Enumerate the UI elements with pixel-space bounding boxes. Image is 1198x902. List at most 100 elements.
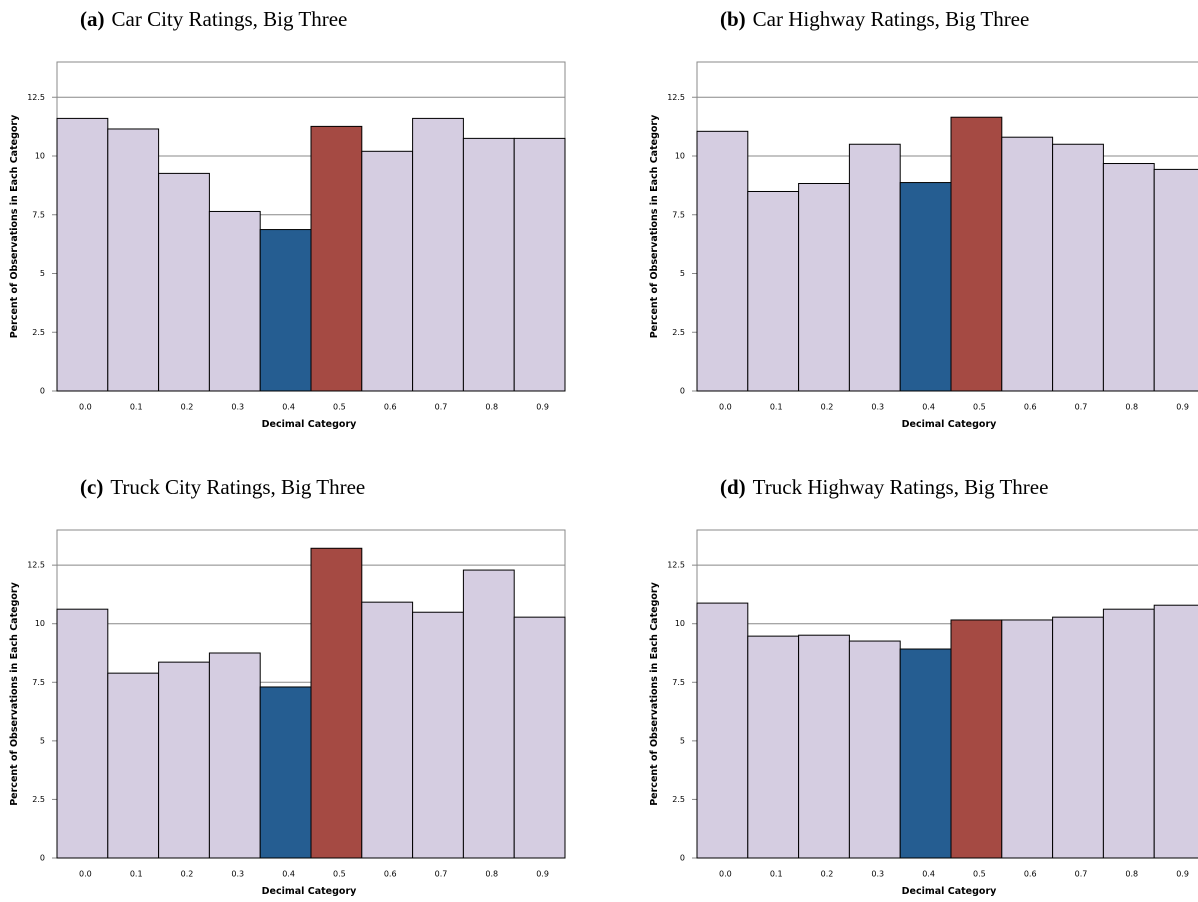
panel: (b) Car Highway Ratings, Big Three 0 2.5 5 7.… xyxy=(649,7,1198,430)
y-tick-label: 10 xyxy=(675,152,685,161)
y-tick-label: 0 xyxy=(680,387,685,396)
x-tick-label: 0.5 xyxy=(973,870,986,879)
bar xyxy=(361,601,414,859)
x-tick-label: 0.8 xyxy=(1125,870,1138,879)
x-tick-label: 0.6 xyxy=(384,403,397,412)
x-tick-label: 0.7 xyxy=(1075,870,1088,879)
x-axis-label: Decimal Category xyxy=(262,886,357,897)
x-tick-label: 0.3 xyxy=(871,403,884,412)
bar xyxy=(848,143,901,392)
x-tick-label: 0.7 xyxy=(435,870,448,879)
chart-title: (c) Truck City Ratings, Big Three xyxy=(80,475,365,499)
x-tick-label: 0.3 xyxy=(231,403,244,412)
bar xyxy=(310,547,363,859)
y-tick-label: 12.5 xyxy=(667,93,685,102)
x-tick-label: 0.7 xyxy=(435,403,448,412)
panel-label: (c) xyxy=(80,475,103,499)
bar xyxy=(950,619,1003,859)
y-tick-label: 0 xyxy=(40,387,45,396)
x-tick-label: 0.1 xyxy=(770,870,783,879)
x-tick-label: 0.9 xyxy=(1176,403,1189,412)
bar xyxy=(1153,604,1198,859)
x-tick-label: 0.4 xyxy=(282,403,295,412)
bar xyxy=(696,602,749,859)
panel: (a) Car City Ratings, Big Three 0 2.5 5 7.5 10… xyxy=(9,7,566,430)
x-tick-label: 0.1 xyxy=(130,870,143,879)
y-tick-label: 7.5 xyxy=(672,210,685,219)
panel: (d) Truck Highway Ratings, Big Three 0 2.5 5… xyxy=(649,475,1198,897)
y-tick-label: 2.5 xyxy=(672,328,685,337)
x-tick-label: 0.9 xyxy=(536,870,549,879)
bar xyxy=(56,117,109,392)
bar xyxy=(899,648,952,859)
y-tick-label: 7.5 xyxy=(672,678,685,687)
x-tick-label: 0.3 xyxy=(231,870,244,879)
y-axis-label: Percent of Observations in Each Category xyxy=(9,581,20,805)
y-tick-label: 2.5 xyxy=(32,328,45,337)
bar xyxy=(462,569,515,859)
y-tick-label: 5 xyxy=(680,269,685,278)
x-tick-label: 0.1 xyxy=(130,403,143,412)
title-text: Car Highway Ratings, Big Three xyxy=(753,7,1030,31)
bar xyxy=(899,182,952,392)
bar xyxy=(1001,619,1054,859)
x-tick-label: 0.0 xyxy=(719,870,732,879)
x-tick-label: 0.6 xyxy=(1024,870,1037,879)
y-tick-label: 5 xyxy=(680,736,685,745)
x-tick-label: 0.6 xyxy=(1024,403,1037,412)
y-tick-label: 2.5 xyxy=(672,795,685,804)
x-tick-label: 0.0 xyxy=(79,870,92,879)
y-tick-label: 12.5 xyxy=(27,561,45,570)
x-tick-label: 0.8 xyxy=(485,403,498,412)
bar xyxy=(259,229,312,392)
bar xyxy=(798,634,850,859)
x-tick-label: 0.9 xyxy=(1176,870,1189,879)
bar xyxy=(107,128,160,392)
x-tick-label: 0.2 xyxy=(181,870,194,879)
bar xyxy=(208,652,261,859)
x-axis-label: Decimal Category xyxy=(902,886,997,897)
y-tick-label: 12.5 xyxy=(27,93,45,102)
bar xyxy=(462,137,515,392)
y-tick-label: 7.5 xyxy=(32,210,45,219)
bar xyxy=(1102,608,1155,859)
x-tick-label: 0.4 xyxy=(922,870,935,879)
y-tick-label: 0 xyxy=(40,854,45,863)
bar xyxy=(1153,168,1198,392)
x-tick-label: 0.7 xyxy=(1075,403,1088,412)
x-tick-label: 0.8 xyxy=(485,870,498,879)
bar xyxy=(513,137,566,392)
x-tick-label: 0.3 xyxy=(871,870,884,879)
bar xyxy=(848,640,901,859)
panel-label: (b) xyxy=(720,7,746,31)
y-tick-label: 10 xyxy=(35,619,45,628)
title-text: Truck Highway Ratings, Big Three xyxy=(753,475,1049,499)
y-axis-label: Percent of Observations in Each Category xyxy=(649,581,660,805)
x-tick-label: 0.9 xyxy=(536,403,549,412)
y-tick-label: 2.5 xyxy=(32,795,45,804)
panel-label: (a) xyxy=(80,7,105,31)
x-tick-label: 0.5 xyxy=(973,403,986,412)
bar xyxy=(513,616,566,859)
y-axis-label: Percent of Observations in Each Category xyxy=(9,114,20,338)
title-text: Car City Ratings, Big Three xyxy=(112,7,348,31)
x-tick-label: 0.4 xyxy=(922,403,935,412)
bar xyxy=(1052,143,1104,392)
panel: (c) Truck City Ratings, Big Three 0 2.5 5 7.5… xyxy=(9,475,566,897)
bar xyxy=(696,130,749,392)
x-tick-label: 0.2 xyxy=(821,403,834,412)
x-axis-label: Decimal Category xyxy=(262,419,357,430)
x-tick-label: 0.8 xyxy=(1125,403,1138,412)
bar xyxy=(412,611,464,859)
bar xyxy=(56,608,109,859)
bar xyxy=(361,150,414,392)
bar xyxy=(747,190,800,392)
bar xyxy=(107,672,160,859)
y-tick-label: 10 xyxy=(35,152,45,161)
y-tick-label: 12.5 xyxy=(667,561,685,570)
bar xyxy=(158,661,210,859)
y-tick-label: 5 xyxy=(40,269,45,278)
chart-title: (b) Car Highway Ratings, Big Three xyxy=(720,7,1029,31)
